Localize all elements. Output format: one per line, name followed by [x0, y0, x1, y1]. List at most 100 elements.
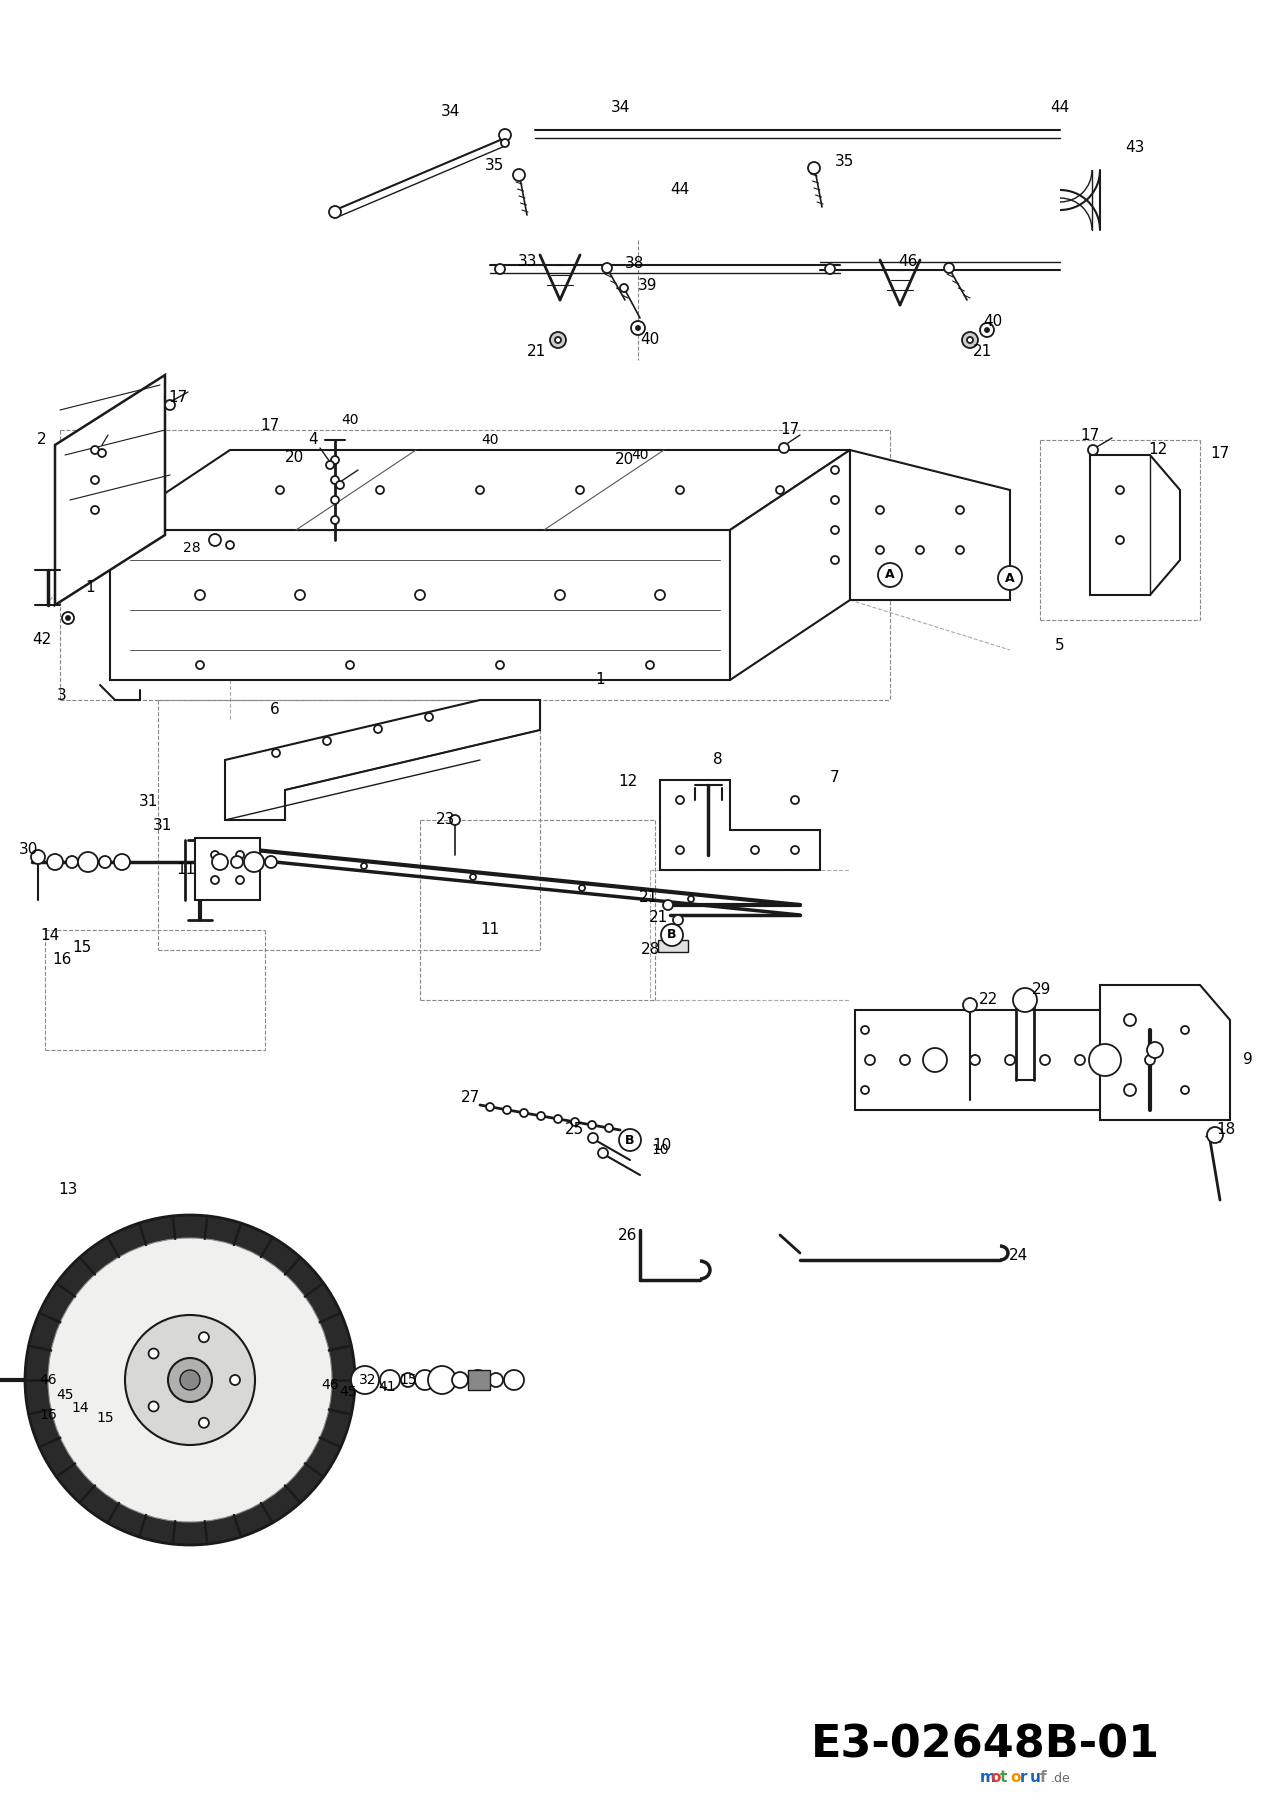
- Circle shape: [265, 857, 277, 868]
- Text: 17: 17: [1080, 428, 1099, 443]
- Circle shape: [92, 446, 99, 454]
- Text: f: f: [1040, 1771, 1047, 1786]
- Circle shape: [211, 877, 219, 884]
- Circle shape: [636, 326, 640, 329]
- Text: 40: 40: [481, 434, 499, 446]
- Text: 45: 45: [56, 1388, 74, 1402]
- Circle shape: [808, 162, 820, 175]
- Circle shape: [878, 563, 902, 587]
- Text: 20: 20: [285, 450, 304, 466]
- Text: 22: 22: [978, 992, 997, 1008]
- Circle shape: [1180, 1026, 1189, 1033]
- Circle shape: [361, 862, 368, 869]
- Text: 40: 40: [631, 448, 649, 463]
- Circle shape: [663, 900, 673, 911]
- Polygon shape: [1090, 455, 1180, 596]
- Text: 43: 43: [1126, 140, 1145, 155]
- Circle shape: [295, 590, 305, 599]
- Circle shape: [198, 1332, 209, 1343]
- Text: 11: 11: [177, 862, 196, 878]
- Circle shape: [232, 857, 243, 868]
- Circle shape: [66, 616, 70, 619]
- Text: 46: 46: [898, 254, 917, 270]
- Circle shape: [675, 846, 684, 853]
- Circle shape: [331, 455, 340, 464]
- Polygon shape: [1100, 985, 1230, 1120]
- Circle shape: [469, 875, 476, 880]
- Circle shape: [196, 661, 204, 670]
- Circle shape: [646, 661, 654, 670]
- Circle shape: [750, 846, 759, 853]
- Circle shape: [377, 486, 384, 493]
- Circle shape: [1116, 486, 1124, 493]
- Circle shape: [114, 853, 130, 869]
- Circle shape: [276, 486, 284, 493]
- Text: 39: 39: [639, 277, 658, 292]
- Circle shape: [226, 542, 234, 549]
- Text: 24: 24: [1009, 1247, 1028, 1262]
- Circle shape: [579, 886, 585, 891]
- Circle shape: [31, 850, 45, 864]
- Circle shape: [1075, 1055, 1085, 1066]
- Circle shape: [923, 1048, 946, 1073]
- Text: 46: 46: [39, 1373, 57, 1388]
- Text: 5: 5: [1056, 637, 1065, 653]
- Circle shape: [346, 661, 354, 670]
- Text: 15: 15: [97, 1411, 113, 1426]
- Bar: [855, 1010, 1194, 1111]
- Circle shape: [661, 923, 683, 947]
- Circle shape: [1116, 536, 1124, 544]
- Text: o: o: [1010, 1771, 1020, 1786]
- Circle shape: [831, 466, 840, 473]
- Circle shape: [1040, 1055, 1049, 1066]
- Text: A: A: [1005, 572, 1015, 585]
- Circle shape: [501, 139, 509, 148]
- Circle shape: [598, 1148, 608, 1157]
- Circle shape: [336, 481, 343, 490]
- Circle shape: [555, 337, 561, 344]
- Text: 35: 35: [836, 155, 855, 169]
- Text: 21: 21: [649, 911, 668, 925]
- Text: 31: 31: [153, 817, 172, 832]
- Text: 17: 17: [781, 423, 800, 437]
- Text: 15: 15: [399, 1373, 417, 1388]
- Text: 41: 41: [378, 1381, 396, 1393]
- Circle shape: [272, 749, 280, 758]
- Circle shape: [675, 796, 684, 805]
- Text: 44: 44: [1051, 101, 1070, 115]
- Text: 12: 12: [618, 774, 637, 790]
- Text: 21: 21: [527, 344, 546, 360]
- Circle shape: [1180, 1085, 1189, 1094]
- Circle shape: [165, 400, 176, 410]
- Circle shape: [1013, 988, 1037, 1012]
- Circle shape: [125, 1316, 254, 1445]
- Circle shape: [237, 877, 244, 884]
- Circle shape: [149, 1402, 159, 1411]
- Circle shape: [876, 545, 884, 554]
- Circle shape: [198, 1418, 209, 1427]
- Text: 40: 40: [983, 315, 1002, 329]
- Text: 7: 7: [831, 770, 840, 785]
- Text: 11: 11: [481, 922, 500, 938]
- Circle shape: [488, 1373, 502, 1388]
- Text: 29: 29: [1033, 983, 1052, 997]
- Text: 35: 35: [486, 158, 505, 173]
- Circle shape: [571, 1118, 579, 1127]
- Circle shape: [999, 565, 1021, 590]
- Circle shape: [504, 1370, 524, 1390]
- Circle shape: [588, 1121, 597, 1129]
- Circle shape: [831, 556, 840, 563]
- Circle shape: [555, 1114, 562, 1123]
- Circle shape: [791, 796, 799, 805]
- Text: 4: 4: [308, 432, 318, 448]
- Circle shape: [985, 328, 990, 331]
- Text: 17: 17: [1211, 446, 1230, 461]
- Text: 31: 31: [139, 794, 158, 810]
- Circle shape: [537, 1112, 544, 1120]
- Text: 45: 45: [340, 1384, 356, 1399]
- Text: 6: 6: [270, 702, 280, 718]
- Circle shape: [486, 1103, 494, 1111]
- Circle shape: [778, 443, 789, 454]
- Text: 44: 44: [670, 182, 689, 198]
- Circle shape: [776, 486, 784, 493]
